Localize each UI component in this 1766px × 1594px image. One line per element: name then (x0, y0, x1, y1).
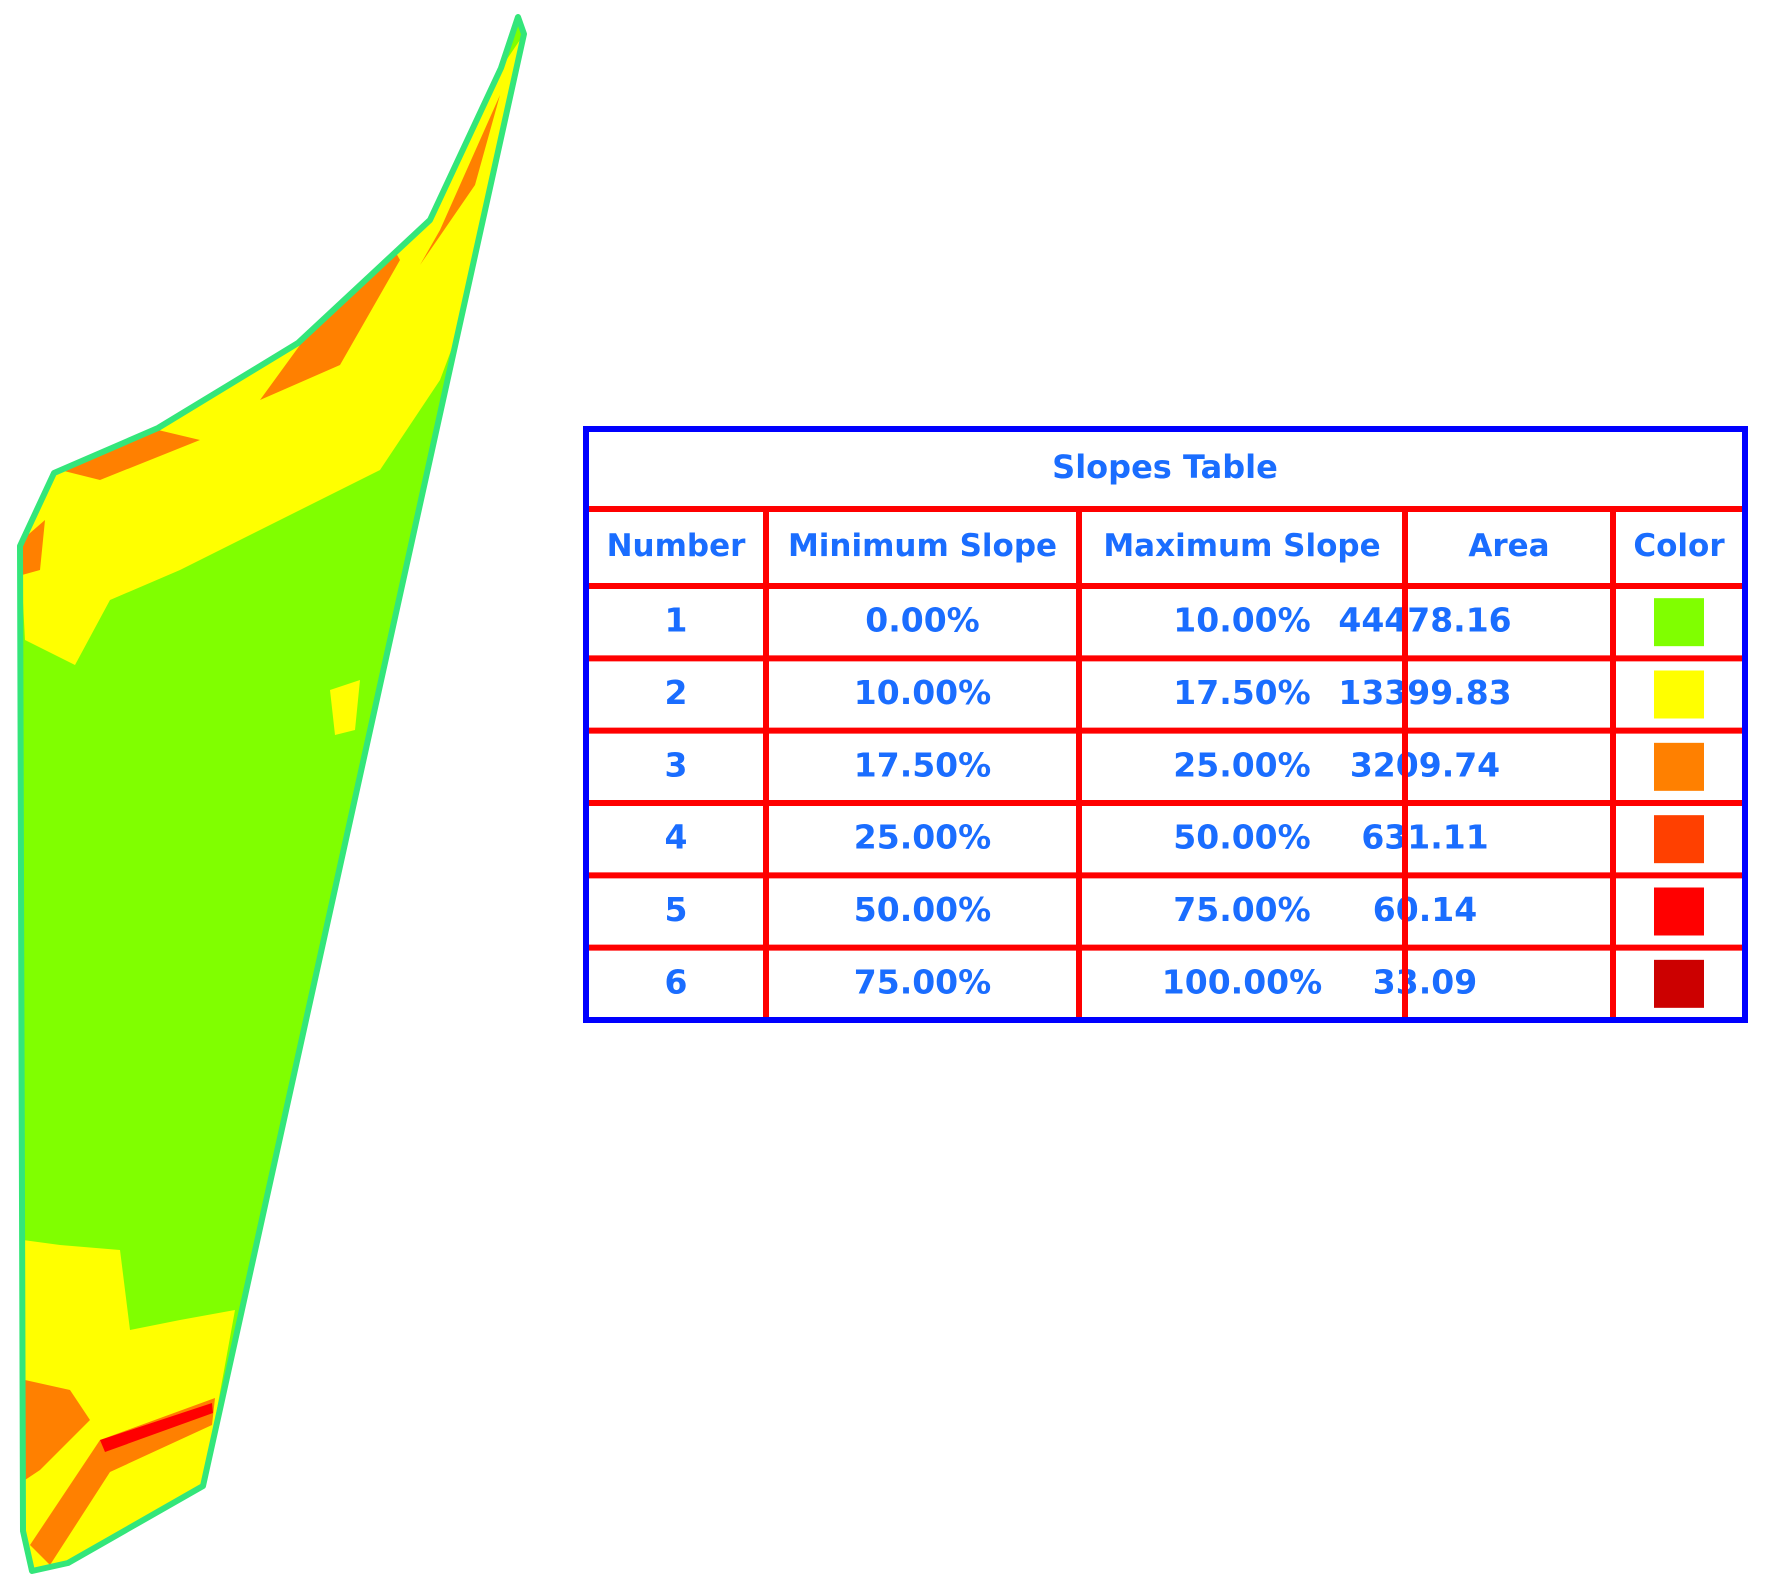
cell: 100.00% (1162, 962, 1322, 1001)
zone (25, 1380, 90, 1480)
zone (330, 680, 360, 735)
column-header: Maximum Slope (1103, 528, 1380, 564)
zone (100, 1403, 213, 1452)
zone (20, 34, 524, 665)
cell: 33.09 (1373, 962, 1477, 1001)
cell: 631.11 (1361, 818, 1488, 857)
cell: 4 (665, 818, 688, 857)
cell: 50.00% (854, 890, 991, 929)
cell: 0.00% (865, 601, 980, 640)
zone (22, 520, 45, 575)
color-swatch (1654, 742, 1704, 791)
zone (60, 430, 200, 480)
cell: 3209.74 (1350, 745, 1500, 784)
color-swatch (1654, 598, 1704, 647)
cell: 60.14 (1373, 890, 1477, 929)
cell: 3 (665, 745, 688, 784)
cell: 5 (665, 890, 688, 929)
cell: 1 (665, 601, 688, 640)
zone (30, 1398, 215, 1565)
slopes-table: Slopes Table Number Minimum Slope Maximum … (583, 426, 1748, 1023)
cell: 25.00% (1173, 745, 1310, 784)
color-swatch (1654, 887, 1704, 936)
color-swatch (1654, 815, 1704, 864)
cell: 25.00% (854, 818, 991, 857)
cell: 44478.16 (1338, 601, 1511, 640)
column-header: Color (1633, 528, 1725, 564)
color-swatch (1654, 670, 1704, 719)
cell: 50.00% (1173, 818, 1310, 857)
column-header: Minimum Slope (788, 528, 1057, 564)
cell: 6 (665, 962, 688, 1001)
cell: 75.00% (854, 962, 991, 1001)
cell: 17.50% (854, 745, 991, 784)
column-header: Number (607, 528, 747, 564)
cell: 2 (665, 673, 688, 712)
field-outline (17, 14, 527, 1574)
column-header: Area (1468, 528, 1549, 564)
cell: 10.00% (1173, 601, 1310, 640)
table-border (583, 426, 1748, 1023)
color-swatch (1654, 959, 1704, 1008)
table-title: Slopes Table (1052, 448, 1278, 486)
cell: 10.00% (854, 673, 991, 712)
cell: 13399.83 (1338, 673, 1511, 712)
cell: 75.00% (1173, 890, 1310, 929)
slope-map (17, 14, 527, 1574)
cell: 17.50% (1173, 673, 1310, 712)
